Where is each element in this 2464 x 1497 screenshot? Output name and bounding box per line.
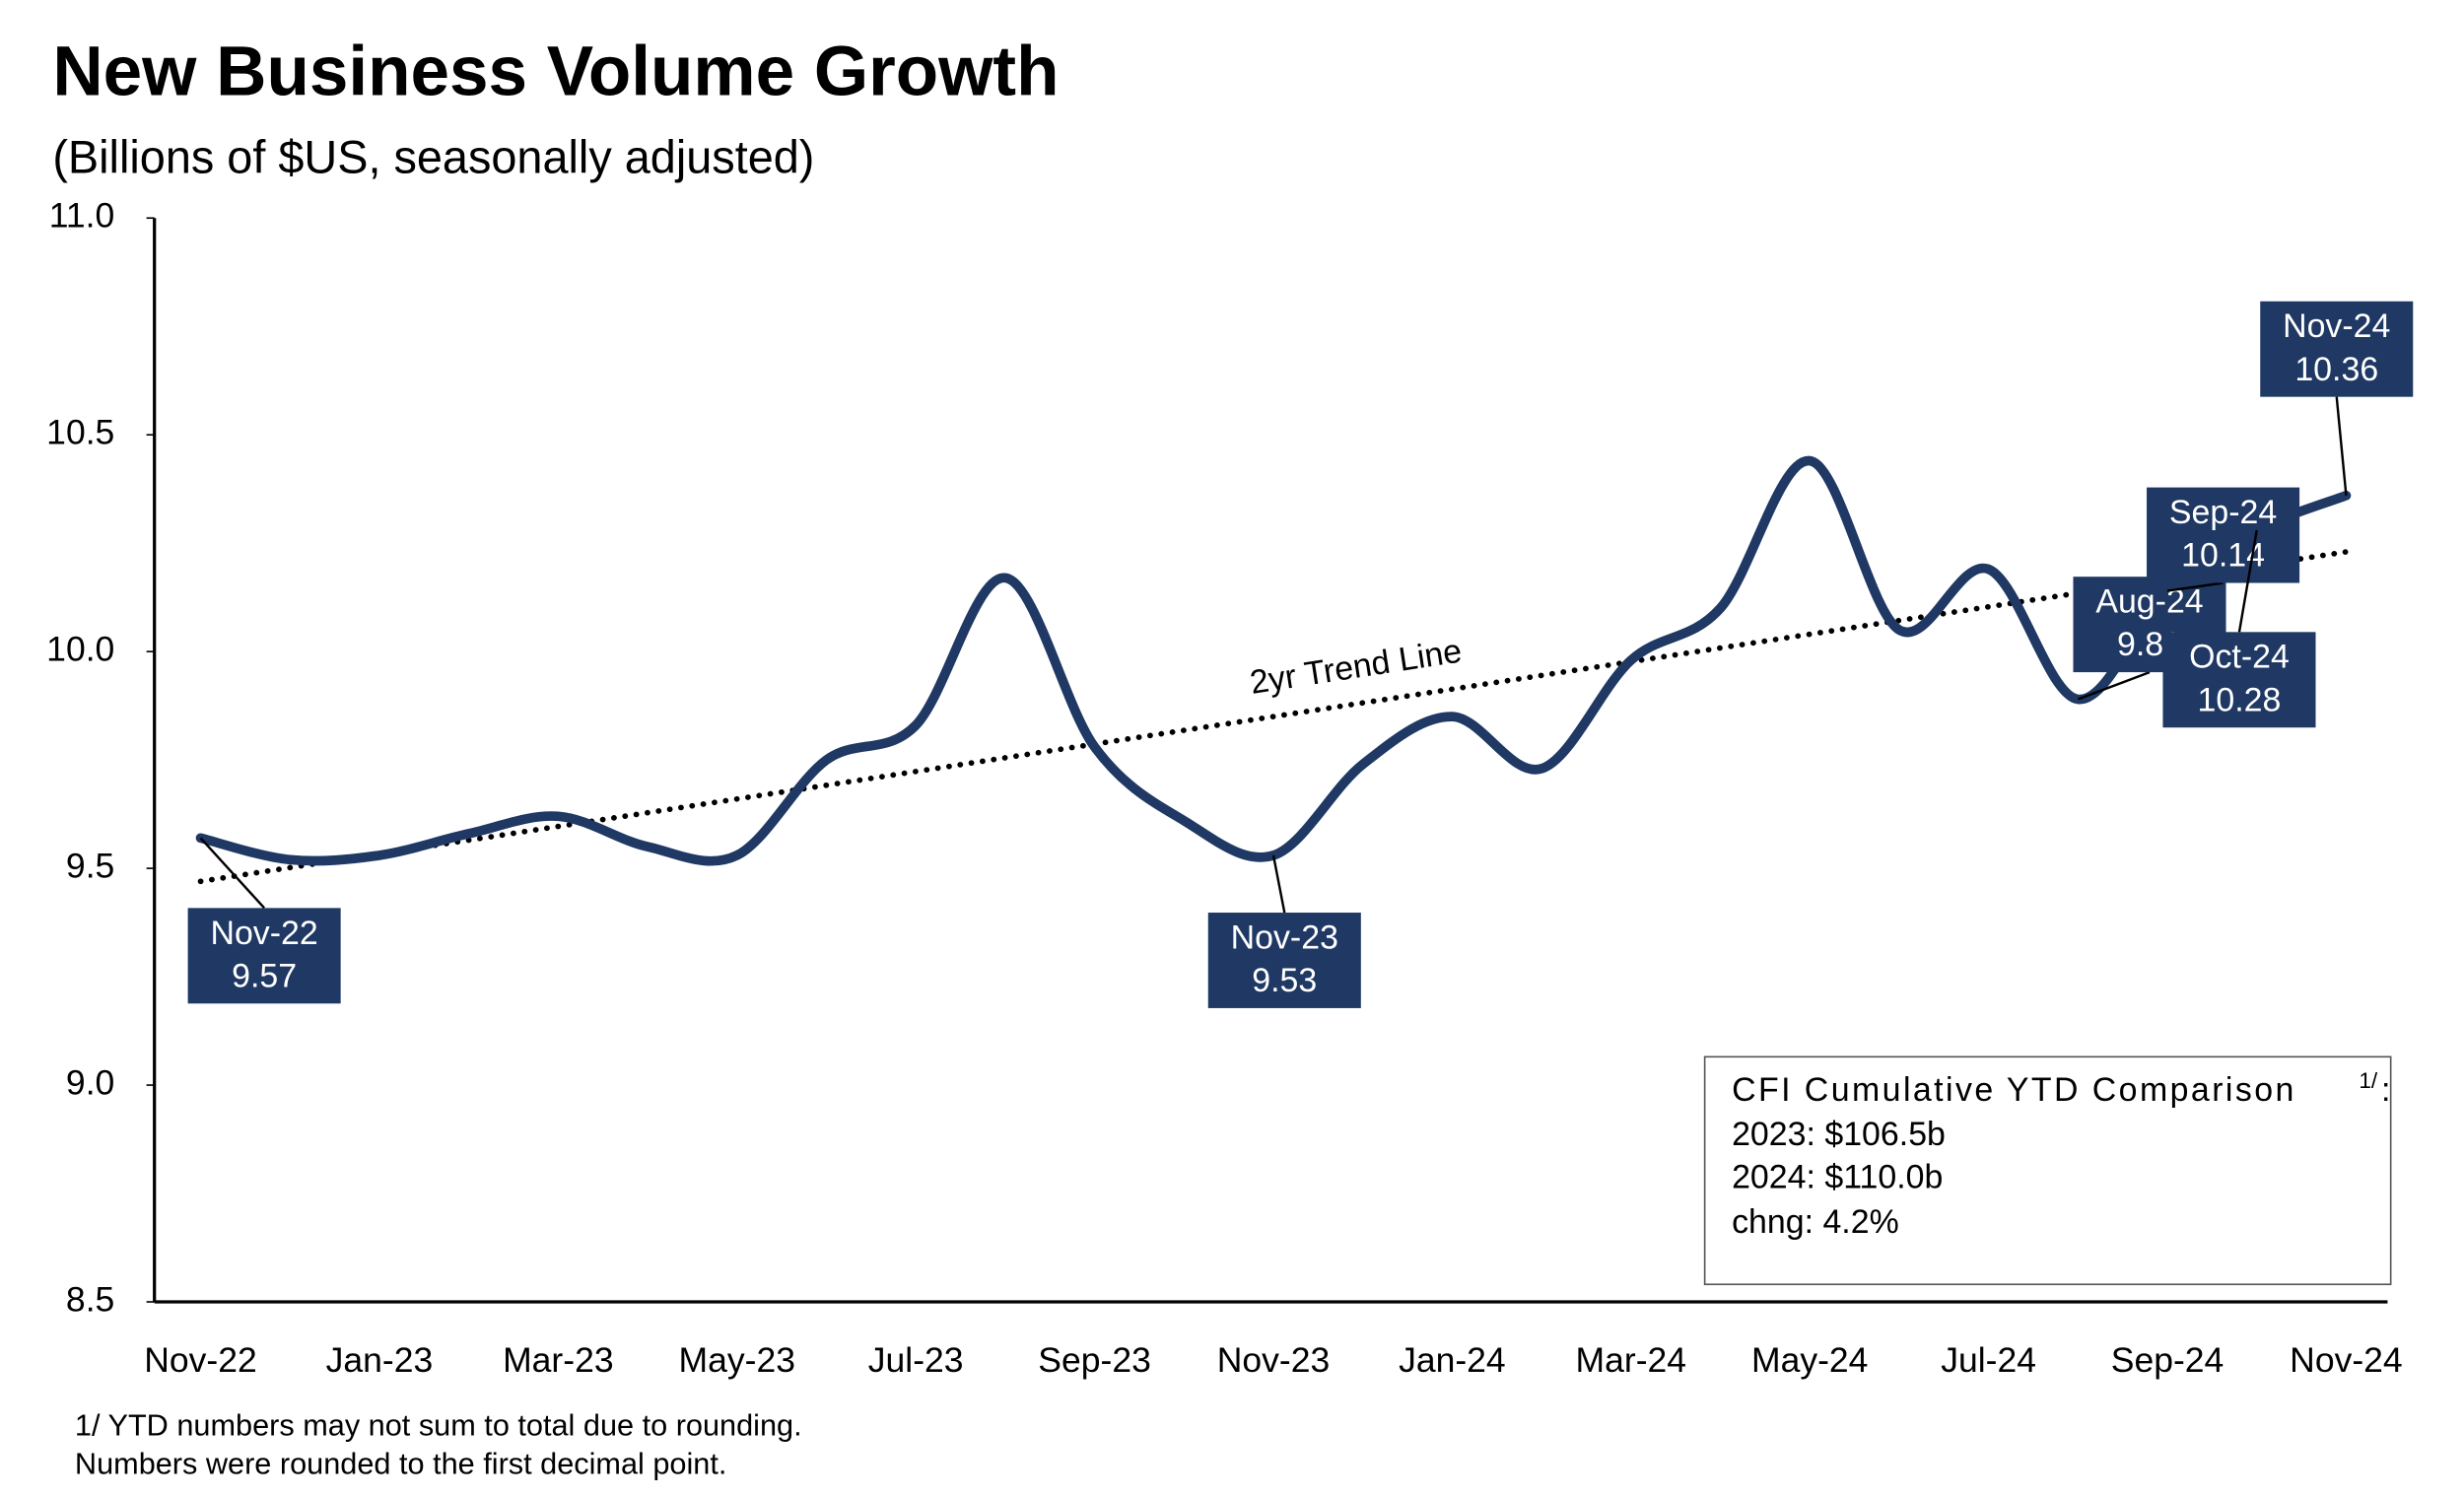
callout-box <box>2260 301 2414 397</box>
x-tick-label: Sep-23 <box>1038 1340 1151 1380</box>
x-tick-label: Mar-24 <box>1576 1340 1687 1380</box>
x-tick-label: May-23 <box>679 1340 795 1380</box>
callout-label: Oct-24 <box>2189 639 2290 676</box>
callout-box <box>2162 632 2316 728</box>
y-tick-label: 11.0 <box>49 196 115 236</box>
x-tick-label: May-24 <box>1751 1340 1868 1380</box>
callout-label: Nov-22 <box>210 915 317 952</box>
footnote: 1/ YTD numbers may not sum to total due … <box>75 1408 802 1443</box>
callout-connector <box>2077 670 2151 701</box>
x-tick-label: Jul-24 <box>1941 1340 2036 1380</box>
callout-label: Nov-24 <box>2283 307 2390 345</box>
y-tick-label: 9.0 <box>66 1062 114 1102</box>
y-tick-label: 10.5 <box>46 413 114 452</box>
callout-value: 10.28 <box>2198 681 2282 718</box>
info-title: CFI Cumulative YTD Comparison <box>1732 1071 2296 1109</box>
chart-title: New Business Volume Growth <box>52 33 1059 110</box>
callout-connector <box>1271 854 1286 914</box>
y-tick-label: 9.5 <box>66 846 114 885</box>
trend-line <box>197 549 2350 885</box>
x-tick-label: Jan-23 <box>326 1340 434 1380</box>
callout-label: Sep-24 <box>2169 494 2277 531</box>
series-line <box>195 455 2352 866</box>
info-colon: : <box>2381 1071 2390 1109</box>
x-tick-label: Mar-23 <box>503 1340 613 1380</box>
x-tick-label: Jan-24 <box>1399 1340 1506 1380</box>
info-line: 2023: $106.5b <box>1732 1116 1946 1153</box>
callout-connector <box>199 837 266 910</box>
x-tick-label: Nov-22 <box>144 1340 257 1380</box>
info-line: chng: 4.2% <box>1732 1203 1899 1241</box>
callout-connector <box>2166 581 2224 592</box>
callout-box <box>187 908 341 1004</box>
footnote: Numbers were rounded to the first decima… <box>75 1446 726 1480</box>
callout-value: 10.36 <box>2294 351 2378 388</box>
callout-connector <box>2237 529 2258 633</box>
info-box <box>1703 1055 2392 1286</box>
callout-box <box>2147 487 2300 583</box>
y-tick-label: 10.0 <box>46 630 114 669</box>
x-tick-label: Nov-23 <box>1217 1340 1331 1380</box>
x-tick-label: Jul-23 <box>868 1340 964 1380</box>
callout-value: 9.53 <box>1252 962 1317 999</box>
info-marker: 1/ <box>2359 1068 2378 1093</box>
callout-box <box>1207 913 1361 1008</box>
x-tick-label: Sep-24 <box>2111 1340 2224 1380</box>
chart-subtitle: (Billions of $US, seasonally adjusted) <box>52 131 814 182</box>
callout-label: Nov-23 <box>1231 919 1338 956</box>
y-tick-label: 8.5 <box>66 1279 114 1319</box>
callout-connector <box>2335 396 2348 496</box>
x-tick-label: Nov-24 <box>2290 1340 2402 1380</box>
callout-value: 9.57 <box>232 957 297 994</box>
info-line: 2024: $110.0b <box>1732 1159 1943 1196</box>
